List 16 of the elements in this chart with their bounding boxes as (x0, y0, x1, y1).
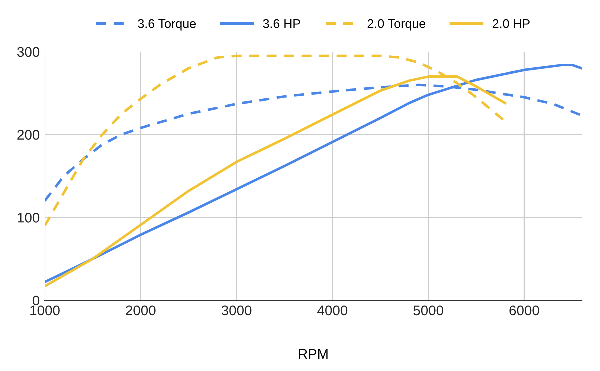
x-tick-label: 1000 (30, 306, 60, 316)
y-tick-label: 0 (32, 296, 40, 306)
x-tick-label: 5000 (414, 306, 444, 316)
y-tick-label: 200 (18, 130, 40, 140)
y-tick-label: 100 (18, 212, 40, 223)
x-tick-label: 6000 (510, 306, 540, 316)
legend-label: 2.0 HP (492, 19, 530, 28)
line-series (45, 64, 582, 284)
legend-label: 3.6 HP (263, 19, 300, 28)
legend-label: 2.0 Torque (368, 19, 426, 31)
y-tick-label: 300 (18, 47, 40, 58)
x-tick-label: 2000 (126, 306, 156, 316)
x-axis-title: RPM (299, 349, 328, 359)
x-tick-label: 3000 (222, 306, 252, 316)
x-tick-label: 4000 (318, 306, 348, 316)
legend-label: 3.6 Torque (138, 19, 196, 31)
